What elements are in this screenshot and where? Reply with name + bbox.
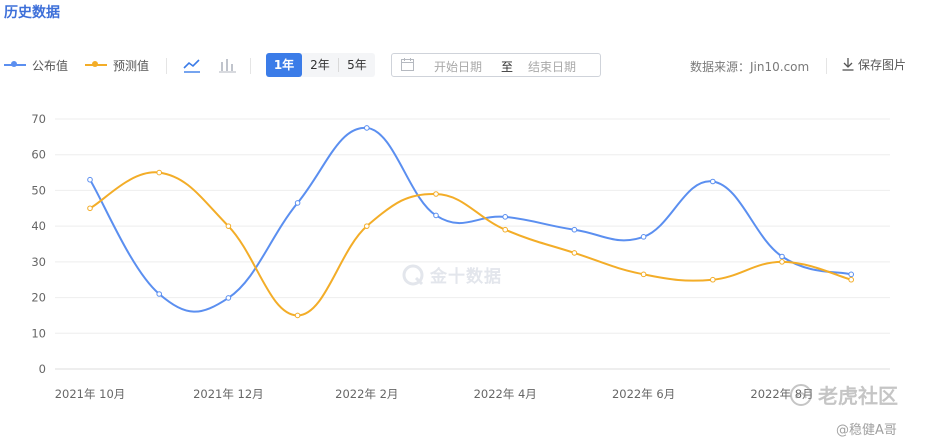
legend-swatch-published (4, 59, 26, 71)
bar-chart-icon[interactable] (218, 55, 240, 75)
calendar-icon (401, 58, 414, 74)
data-point (364, 223, 370, 229)
data-point (571, 250, 578, 256)
save-image-label: 保存图片 (858, 58, 907, 72)
legend-swatch-forecast (85, 59, 107, 71)
watermark-user: @稳健A哥 (836, 423, 897, 438)
series-line (89, 126, 852, 313)
data-point (156, 169, 162, 176)
line-chart: 0 10 20 30 40 50 60 70 2021年 10月 2021年 12月 2022年 … (31, 112, 890, 401)
data-point (571, 226, 578, 233)
data-point (502, 226, 509, 233)
watermark-center-text: 金十数据 (430, 267, 502, 287)
date-separator: 至 (501, 60, 514, 74)
y-axis: 0 10 20 30 40 50 60 70 (31, 112, 46, 376)
series-layer (87, 125, 855, 319)
download-icon (842, 58, 854, 71)
toolbar-divider (826, 58, 827, 74)
x-tick-label: 2021年 12月 (193, 387, 264, 401)
data-point (640, 234, 647, 240)
data-point (710, 276, 716, 283)
line-chart-icon[interactable] (182, 55, 204, 75)
data-point (433, 212, 439, 219)
series-forecast (87, 169, 855, 319)
x-tick-label: 2022年 8月 (750, 387, 813, 401)
range-separator (338, 58, 339, 72)
legend-label-forecast: 预测值 (113, 58, 150, 73)
start-date-input[interactable]: 开始日期 (434, 60, 483, 74)
range-button-2y[interactable]: 2年 (310, 58, 330, 72)
toolbar-divider (166, 58, 167, 74)
data-point (779, 259, 785, 265)
y-tick-label: 50 (31, 183, 46, 197)
tiger-logo-icon (790, 383, 812, 406)
jin10-logo-icon (402, 264, 424, 285)
data-point (294, 312, 301, 319)
data-point (502, 214, 509, 220)
data-point (710, 178, 716, 185)
y-tick-label: 60 (31, 148, 46, 162)
data-source-text: 数据来源：Jin10.com (690, 60, 810, 74)
page-title: 历史数据 (4, 5, 60, 21)
end-date-input[interactable]: 结束日期 (528, 60, 577, 74)
data-point (225, 223, 232, 229)
x-tick-label: 2021年 10月 (55, 387, 126, 401)
legend-item-forecast[interactable]: 预测值 (85, 56, 149, 74)
watermark-corner-text: 老虎社区 (818, 384, 898, 408)
data-point (640, 271, 647, 278)
range-button-1y[interactable]: 1年 (266, 53, 302, 77)
x-tick-label: 2022年 2月 (335, 387, 398, 401)
toolbar-divider (250, 58, 251, 74)
chart-toolbar: 公布值 预测值 1年 2年 5年 (0, 50, 929, 80)
watermark-corner: 老虎社区 (788, 380, 898, 409)
data-point (433, 191, 439, 197)
data-point (779, 253, 785, 260)
chart-grid (55, 118, 890, 370)
x-axis: 2021年 10月 2021年 12月 2022年 2月 2022年 4月 2022年 … (55, 387, 814, 401)
data-point (848, 271, 855, 278)
data-point (87, 205, 93, 212)
y-tick-label: 20 (31, 291, 46, 305)
data-point (294, 200, 301, 206)
y-tick-label: 70 (31, 112, 46, 126)
x-tick-label: 2022年 6月 (612, 387, 675, 401)
watermark-center: 金十数据 (402, 262, 502, 287)
range-selector: 1年 2年 5年 (266, 53, 375, 77)
data-point (156, 291, 162, 297)
date-range-picker[interactable]: 开始日期 至 结束日期 (391, 53, 601, 77)
series-line (89, 171, 852, 317)
y-tick-label: 30 (31, 255, 46, 269)
save-image-button[interactable]: 保存图片 (842, 56, 906, 73)
y-tick-label: 40 (31, 219, 46, 233)
legend-item-published[interactable]: 公布值 (4, 56, 68, 74)
data-point (848, 276, 855, 283)
series-published (87, 125, 855, 313)
data-point (364, 125, 370, 131)
x-tick-label: 2022年 4月 (474, 387, 537, 401)
data-point (225, 295, 232, 301)
range-button-5y[interactable]: 5年 (347, 58, 367, 72)
data-point (87, 176, 93, 183)
legend-label-published: 公布值 (32, 58, 69, 73)
y-tick-label: 10 (31, 326, 46, 340)
y-tick-label: 0 (39, 362, 46, 376)
